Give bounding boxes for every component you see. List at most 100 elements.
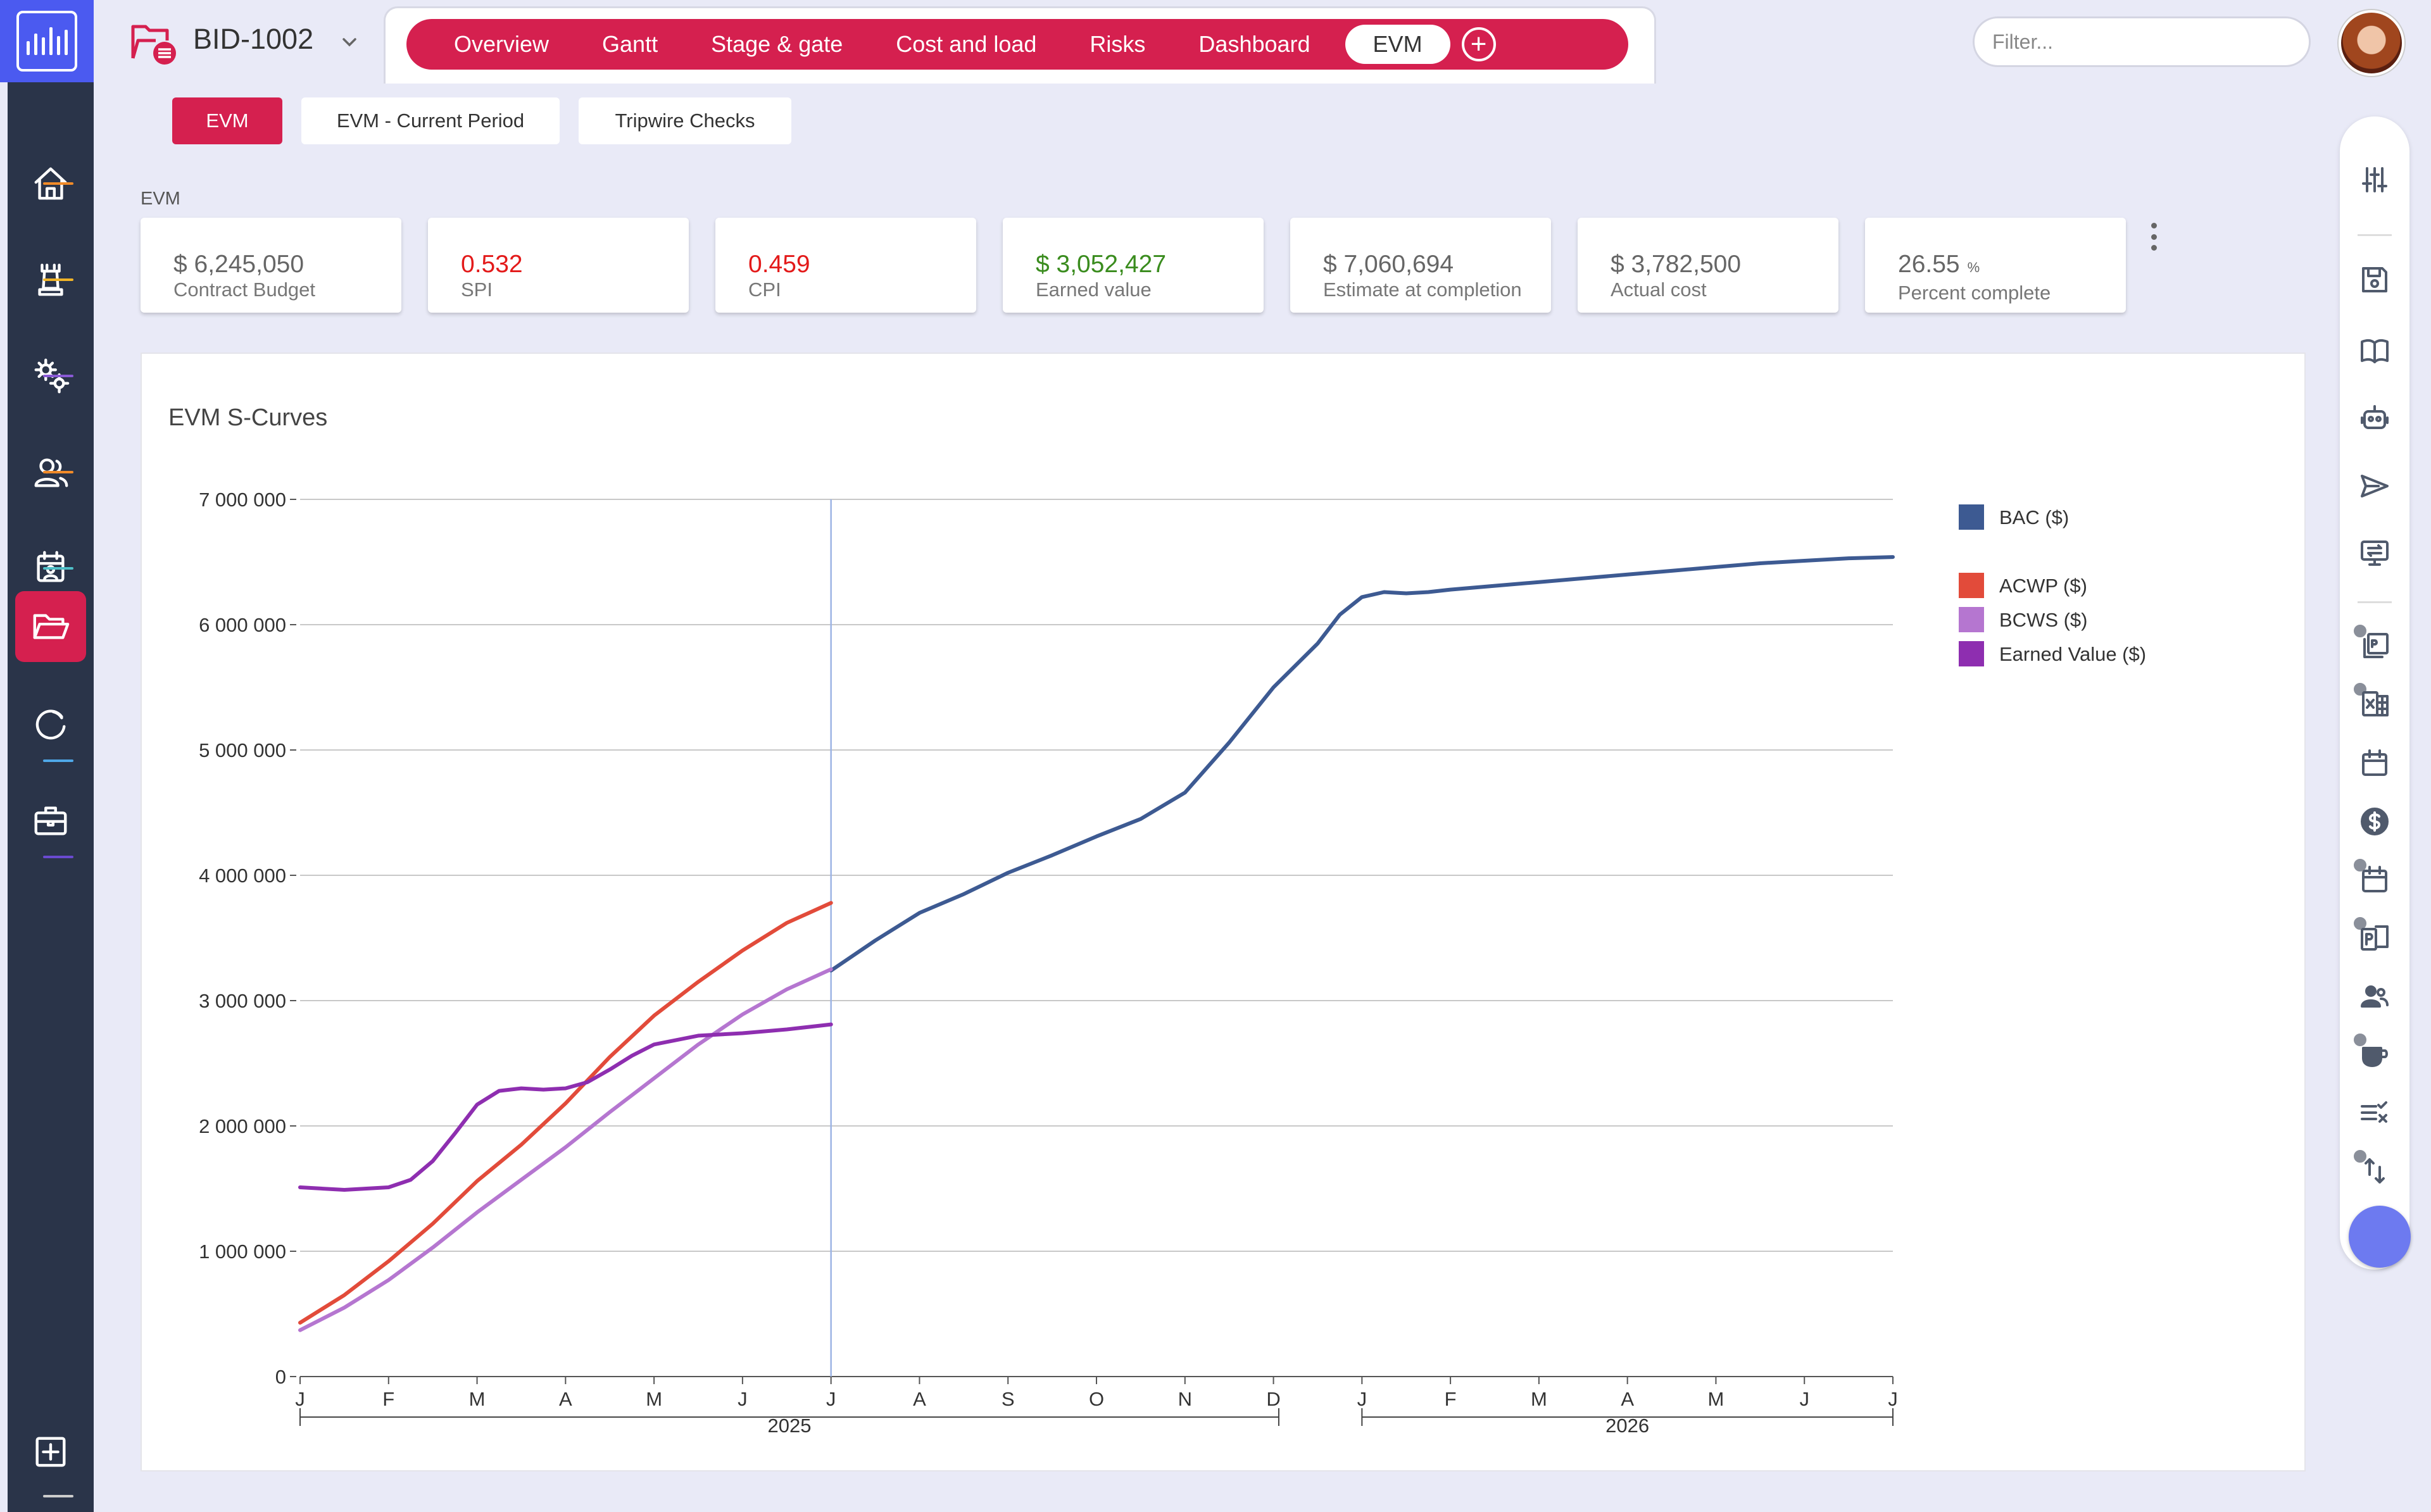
legend-label: BAC ($): [1999, 506, 2069, 528]
logo-icon: [16, 11, 77, 72]
kpi-cpi: 0.459 CPI: [715, 218, 976, 313]
subtab-evm-current-period[interactable]: EVM - Current Period: [301, 97, 560, 144]
powerpoint-icon[interactable]: [2359, 923, 2390, 953]
x-tick-label: J: [1357, 1388, 1367, 1410]
subtab-tripwire-checks[interactable]: Tripwire Checks: [579, 97, 791, 144]
series-line-0: [829, 555, 1895, 973]
add-tab-icon[interactable]: +: [1461, 27, 1496, 61]
checklist-icon[interactable]: [2359, 1097, 2390, 1128]
tab-dashboard[interactable]: Dashboard: [1198, 31, 1310, 57]
legend-label: BCWS ($): [1999, 609, 2088, 631]
kpi-contract-budget: $ 6,245,050 Contract Budget: [141, 218, 401, 313]
toolbar-separator: [2358, 601, 2392, 603]
tab-gantt[interactable]: Gantt: [602, 31, 658, 57]
tab-evm[interactable]: EVM: [1345, 25, 1450, 64]
plus-square-icon: [35, 1437, 66, 1467]
kpi-value: $ 3,052,427: [1036, 251, 1167, 278]
kpi-value: $ 3,782,500: [1611, 251, 1742, 278]
kpi-label: Percent complete: [1898, 282, 2051, 304]
kpi-spi: 0.532 SPI: [428, 218, 689, 313]
calendar-check-icon[interactable]: [2359, 865, 2390, 895]
sidebar-underline: [43, 759, 73, 762]
main-tabs: Overview Gantt Stage & gate Cost and loa…: [406, 19, 1628, 70]
legend-swatch: [1959, 504, 1984, 530]
sliders-icon[interactable]: [2359, 165, 2390, 195]
coffee-icon[interactable]: [2359, 1039, 2390, 1070]
dollar-icon[interactable]: [2359, 806, 2390, 837]
users-icon[interactable]: [2359, 981, 2390, 1011]
x-tick-label: A: [1621, 1388, 1634, 1410]
pdf-icon[interactable]: [2359, 630, 2390, 661]
tab-risks[interactable]: Risks: [1090, 31, 1146, 57]
x-tick-label: M: [1531, 1388, 1547, 1410]
sidebar-underline: [43, 375, 73, 377]
legend-swatch: [1959, 573, 1984, 598]
app-logo[interactable]: [0, 0, 94, 82]
kpi-label: SPI: [461, 278, 493, 301]
x-tick-label: J: [1888, 1388, 1898, 1410]
y-tick-label: 4 000 000: [199, 865, 286, 887]
user-avatar[interactable]: [2339, 10, 2404, 76]
tab-cost-and-load[interactable]: Cost and load: [896, 31, 1037, 57]
legend-label: Earned Value ($): [1999, 643, 2146, 665]
x-tick-label: J: [295, 1388, 305, 1410]
kpi-earned-value: $ 3,052,427 Earned value: [1003, 218, 1264, 313]
sidebar-underline: [43, 567, 73, 570]
kpi-value: 0.459: [748, 251, 810, 278]
sidebar-underline: [43, 1495, 73, 1497]
x-tick-label: D: [1266, 1388, 1280, 1410]
x-tick-label: F: [382, 1388, 394, 1410]
year-label: 2025: [767, 1415, 811, 1437]
folder-open-icon: [33, 614, 70, 639]
save-icon[interactable]: [2359, 265, 2390, 295]
x-tick-label: A: [913, 1388, 926, 1410]
x-tick-label: J: [826, 1388, 836, 1410]
filter-input[interactable]: [1973, 16, 2311, 67]
kpi-value: 26.55%: [1898, 251, 1980, 278]
sidebar-item-home[interactable]: [15, 148, 86, 219]
subtab-evm[interactable]: EVM: [172, 97, 282, 144]
x-tick-label: F: [1445, 1388, 1457, 1410]
refresh-icon: [35, 709, 66, 740]
sort-icon[interactable]: [2359, 1156, 2390, 1186]
legend-label: ACWP ($): [1999, 575, 2087, 597]
monitor-exchange-icon[interactable]: [2359, 538, 2390, 568]
kpi-percent-complete: 26.55% Percent complete: [1865, 218, 2126, 313]
right-toolbar: [2340, 116, 2409, 1270]
kebab-menu-icon[interactable]: [2147, 223, 2160, 251]
x-tick-label: M: [469, 1388, 486, 1410]
x-tick-label: O: [1089, 1388, 1104, 1410]
tab-stage-gate[interactable]: Stage & gate: [711, 31, 843, 57]
kpi-label: Earned value: [1036, 278, 1152, 301]
chart-title: EVM S-Curves: [168, 404, 328, 431]
legend-swatch: [1959, 641, 1984, 666]
x-tick-label: M: [646, 1388, 662, 1410]
send-icon[interactable]: [2359, 471, 2390, 501]
x-tick-label: S: [1002, 1388, 1015, 1410]
kpi-value: 0.532: [461, 251, 523, 278]
kpi-value: $ 7,060,694: [1323, 251, 1454, 278]
robot-icon[interactable]: [2359, 403, 2390, 433]
y-tick-label: 2 000 000: [199, 1115, 286, 1137]
book-icon[interactable]: [2359, 335, 2390, 366]
home-icon: [34, 167, 67, 200]
sidebar-item-add[interactable]: [15, 1416, 86, 1487]
chevron-badge-icon: [2352, 623, 2368, 639]
chevron-down-icon[interactable]: [339, 32, 360, 53]
tab-overview[interactable]: Overview: [454, 31, 550, 57]
sidebar-item-refresh[interactable]: [15, 689, 86, 759]
y-tick-label: 3 000 000: [199, 990, 286, 1012]
project-folder-icon: [131, 25, 176, 65]
series-line-1: [298, 901, 833, 1325]
excel-icon[interactable]: [2359, 689, 2390, 719]
sidebar-item-projects[interactable]: [15, 591, 86, 662]
kpi-label: Actual cost: [1611, 278, 1707, 301]
sidebar-item-portfolio[interactable]: [15, 785, 86, 856]
left-sidebar: [8, 82, 94, 1512]
y-tick-label: 1 000 000: [199, 1240, 286, 1263]
calendar-icon[interactable]: [2359, 748, 2390, 778]
project-title[interactable]: BID-1002: [193, 23, 314, 55]
assistant-button[interactable]: [2349, 1206, 2411, 1268]
series-line-3: [298, 1022, 833, 1192]
kpi-label: CPI: [748, 278, 781, 301]
